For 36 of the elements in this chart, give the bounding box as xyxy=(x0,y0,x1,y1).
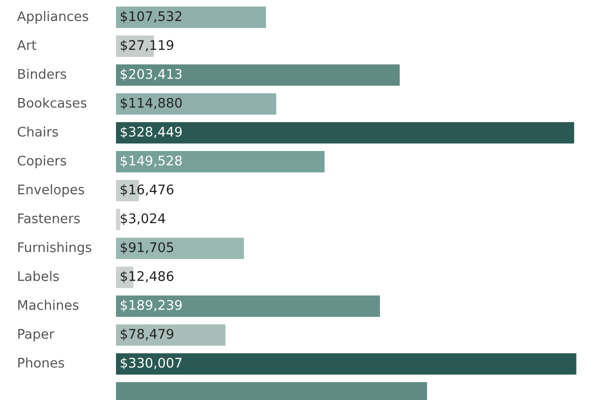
bar xyxy=(116,295,380,317)
bar xyxy=(116,238,244,260)
bar xyxy=(116,64,400,86)
bar xyxy=(116,93,276,115)
y-tick-label: Binders xyxy=(18,68,66,79)
y-tick-label: Fasteners xyxy=(18,214,80,224)
y-tick-label: Machines xyxy=(18,300,78,310)
data-label: $3,024 xyxy=(120,213,166,226)
data-label: $12,486 xyxy=(120,270,174,283)
y-tick-label: Chairs xyxy=(18,126,58,137)
bar xyxy=(116,324,226,346)
data-label: $189,239 xyxy=(120,300,182,312)
bar xyxy=(116,151,325,172)
data-label: $16,476 xyxy=(120,184,174,196)
bar xyxy=(116,208,120,230)
data-label: $107,532 xyxy=(120,10,182,23)
data-label: $27,119 xyxy=(120,40,174,52)
bar xyxy=(116,122,574,144)
data-label: $330,007 xyxy=(120,358,182,370)
y-tick-label: Phones xyxy=(18,358,64,368)
y-tick-label: Copiers xyxy=(18,155,66,168)
y-tick-label: Art xyxy=(17,40,36,50)
data-label: $78,479 xyxy=(120,328,174,341)
bar xyxy=(116,353,576,375)
data-label: $149,528 xyxy=(120,155,182,168)
data-label: $203,413 xyxy=(120,68,182,81)
y-tick-label: Furnishings xyxy=(18,242,92,255)
bar xyxy=(116,6,266,28)
y-tick-label: Labels xyxy=(18,270,59,282)
y-tick-label: Bookcases xyxy=(18,98,86,108)
data-label: $328,449 xyxy=(120,126,182,138)
data-label: $114,880 xyxy=(120,98,182,110)
y-tick-label: Appliances xyxy=(17,10,88,24)
data-label: $91,705 xyxy=(120,242,174,254)
y-tick-label: Paper xyxy=(18,329,54,342)
y-tick-label: Envelopes xyxy=(18,184,84,197)
